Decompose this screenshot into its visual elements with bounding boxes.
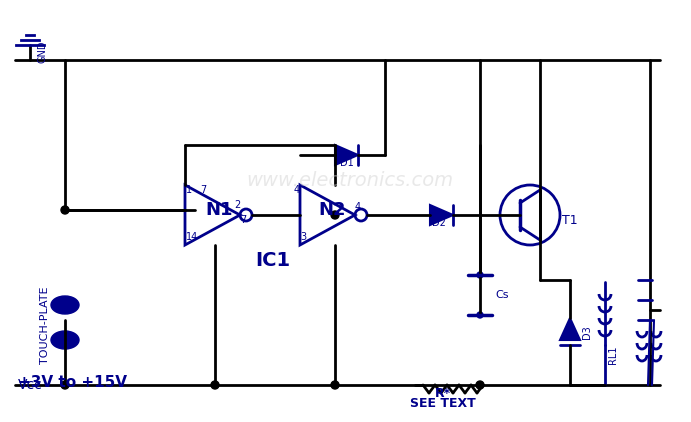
Text: RL1: RL1 [608,346,618,364]
Polygon shape [560,318,580,340]
Text: D2: D2 [432,218,446,228]
Text: 7: 7 [200,185,206,195]
Circle shape [477,272,483,278]
Text: Cs: Cs [495,290,509,300]
Text: 2: 2 [234,200,240,210]
Text: 4: 4 [294,185,300,195]
Text: R*: R* [435,387,451,400]
Circle shape [61,206,69,214]
Text: N1: N1 [205,201,232,219]
Text: D3: D3 [582,325,592,339]
Circle shape [476,381,484,389]
Text: N2: N2 [318,201,346,219]
Text: T1: T1 [562,214,578,227]
Circle shape [331,381,339,389]
Text: 4: 4 [355,202,361,212]
Text: IC1: IC1 [255,251,290,270]
Text: 1: 1 [186,185,192,195]
Circle shape [477,312,483,318]
Circle shape [331,211,339,219]
Circle shape [211,381,219,389]
Text: Vcc: Vcc [18,378,43,392]
Polygon shape [335,145,358,165]
Ellipse shape [51,296,79,314]
Text: D1: D1 [340,158,354,168]
Ellipse shape [51,331,79,349]
Text: 3: 3 [300,232,306,242]
Text: www.electronics.com: www.electronics.com [247,170,453,189]
Polygon shape [430,205,453,225]
Text: +3V to +15V: +3V to +15V [18,375,127,390]
Circle shape [61,381,69,389]
Text: GND: GND [38,40,48,62]
Text: TOUCH-PLATE: TOUCH-PLATE [40,286,50,364]
Text: 14: 14 [186,232,198,242]
Text: 7: 7 [240,215,246,225]
Text: SEE TEXT: SEE TEXT [410,397,476,410]
